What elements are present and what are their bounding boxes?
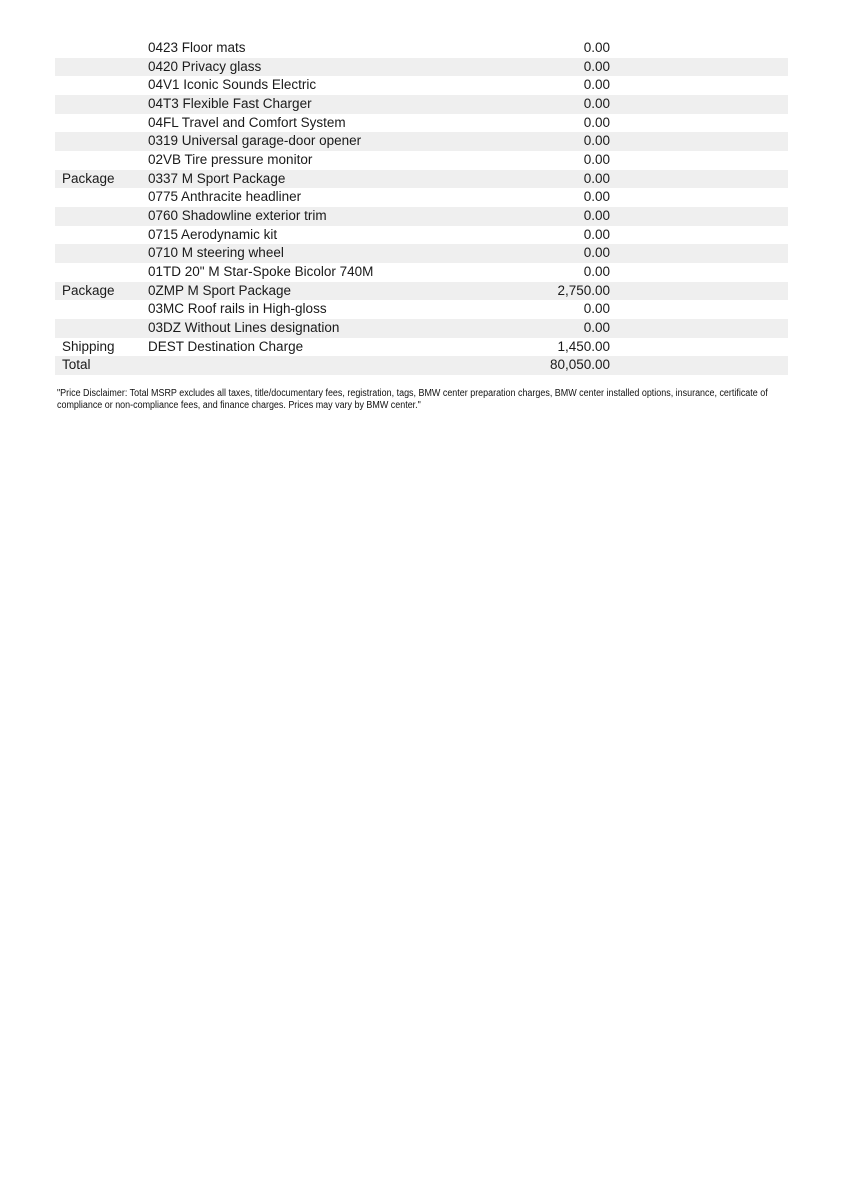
table-row: 04V1 Iconic Sounds Electric 0.00: [55, 76, 788, 95]
table-row: Shipping DEST Destination Charge 1,450.00: [55, 338, 788, 357]
item-cell: 0337 M Sport Package: [148, 170, 286, 186]
price-cell: 0.00: [583, 77, 610, 93]
price-cell: 0.00: [583, 189, 610, 205]
vehicle-options-table: 0423 Floor mats 0.00 0420 Privacy glass 0.0…: [55, 39, 788, 375]
item-cell: 04FL Travel and Comfort System: [148, 114, 346, 130]
category-cell: Package: [62, 170, 115, 186]
table-row: 04FL Travel and Comfort System 0.00: [55, 114, 788, 133]
table-row: 0420 Privacy glass 0.00: [55, 57, 788, 77]
item-cell: 0775 Anthracite headliner: [148, 189, 302, 205]
table-row: Package 0337 M Sport Package 0.00: [55, 169, 788, 189]
table-row: Package 0ZMP M Sport Package 2,750.00: [55, 281, 788, 301]
category-cell: Package: [62, 282, 115, 298]
table-row: 03MC Roof rails in High-gloss 0.00: [55, 300, 788, 319]
item-cell: 0ZMP M Sport Package: [148, 282, 292, 298]
item-cell: 0710 M steering wheel: [148, 245, 284, 261]
price-cell: 0.00: [583, 301, 610, 317]
price-cell: 0.00: [583, 226, 610, 242]
price-disclaimer: "Price Disclaimer: Total MSRP excludes a…: [57, 388, 768, 411]
item-cell: 0420 Privacy glass: [148, 58, 262, 74]
price-cell: 0.00: [583, 245, 610, 261]
table-row: 0775 Anthracite headliner 0.00: [55, 188, 788, 207]
table-row: 0715 Aerodynamic kit 0.00: [55, 226, 788, 245]
item-cell: 0760 Shadowline exterior trim: [148, 207, 327, 223]
item-cell: 01TD 20" M Star-Spoke Bicolor 740M: [148, 263, 374, 279]
table-row: 0760 Shadowline exterior trim 0.00: [55, 206, 788, 226]
table-row: 01TD 20" M Star-Spoke Bicolor 740M 0.00: [55, 263, 788, 282]
price-cell: 2,750.00: [557, 282, 610, 298]
category-cell: Shipping: [62, 338, 115, 354]
table-row: Total 80,050.00: [55, 356, 788, 375]
price-cell: 0.00: [583, 40, 610, 55]
price-cell: 0.00: [583, 114, 610, 130]
item-cell: 03MC Roof rails in High-gloss: [148, 301, 327, 317]
price-cell: 0.00: [583, 319, 610, 335]
price-cell: 0.00: [583, 95, 610, 111]
item-cell: 02VB Tire pressure monitor: [148, 151, 313, 167]
price-cell: 80,050.00: [549, 357, 610, 373]
price-cell: 0.00: [583, 151, 610, 167]
category-cell: Total: [62, 357, 91, 373]
price-cell: 1,450.00: [557, 338, 610, 354]
price-cell: 0.00: [583, 207, 610, 223]
table-row: 0319 Universal garage-door opener 0.00: [55, 132, 788, 151]
price-cell: 0.00: [583, 170, 610, 186]
item-cell: 03DZ Without Lines designation: [148, 319, 340, 335]
item-cell: 04V1 Iconic Sounds Electric: [148, 77, 317, 93]
table-row: 04T3 Flexible Fast Charger 0.00: [55, 94, 788, 114]
table-row: 02VB Tire pressure monitor 0.00: [55, 151, 788, 170]
item-cell: 0319 Universal garage-door opener: [148, 133, 362, 149]
item-cell: 04T3 Flexible Fast Charger: [148, 95, 312, 111]
item-cell: DEST Destination Charge: [148, 338, 304, 354]
table-row: 03DZ Without Lines designation 0.00: [55, 318, 788, 338]
price-cell: 0.00: [583, 58, 610, 74]
table-row: 0710 M steering wheel 0.00: [55, 244, 788, 263]
price-cell: 0.00: [583, 133, 610, 149]
item-cell: 0423 Floor mats: [148, 40, 246, 55]
price-cell: 0.00: [583, 263, 610, 279]
item-cell: 0715 Aerodynamic kit: [148, 226, 278, 242]
table-row: 0423 Floor mats 0.00: [55, 39, 788, 58]
